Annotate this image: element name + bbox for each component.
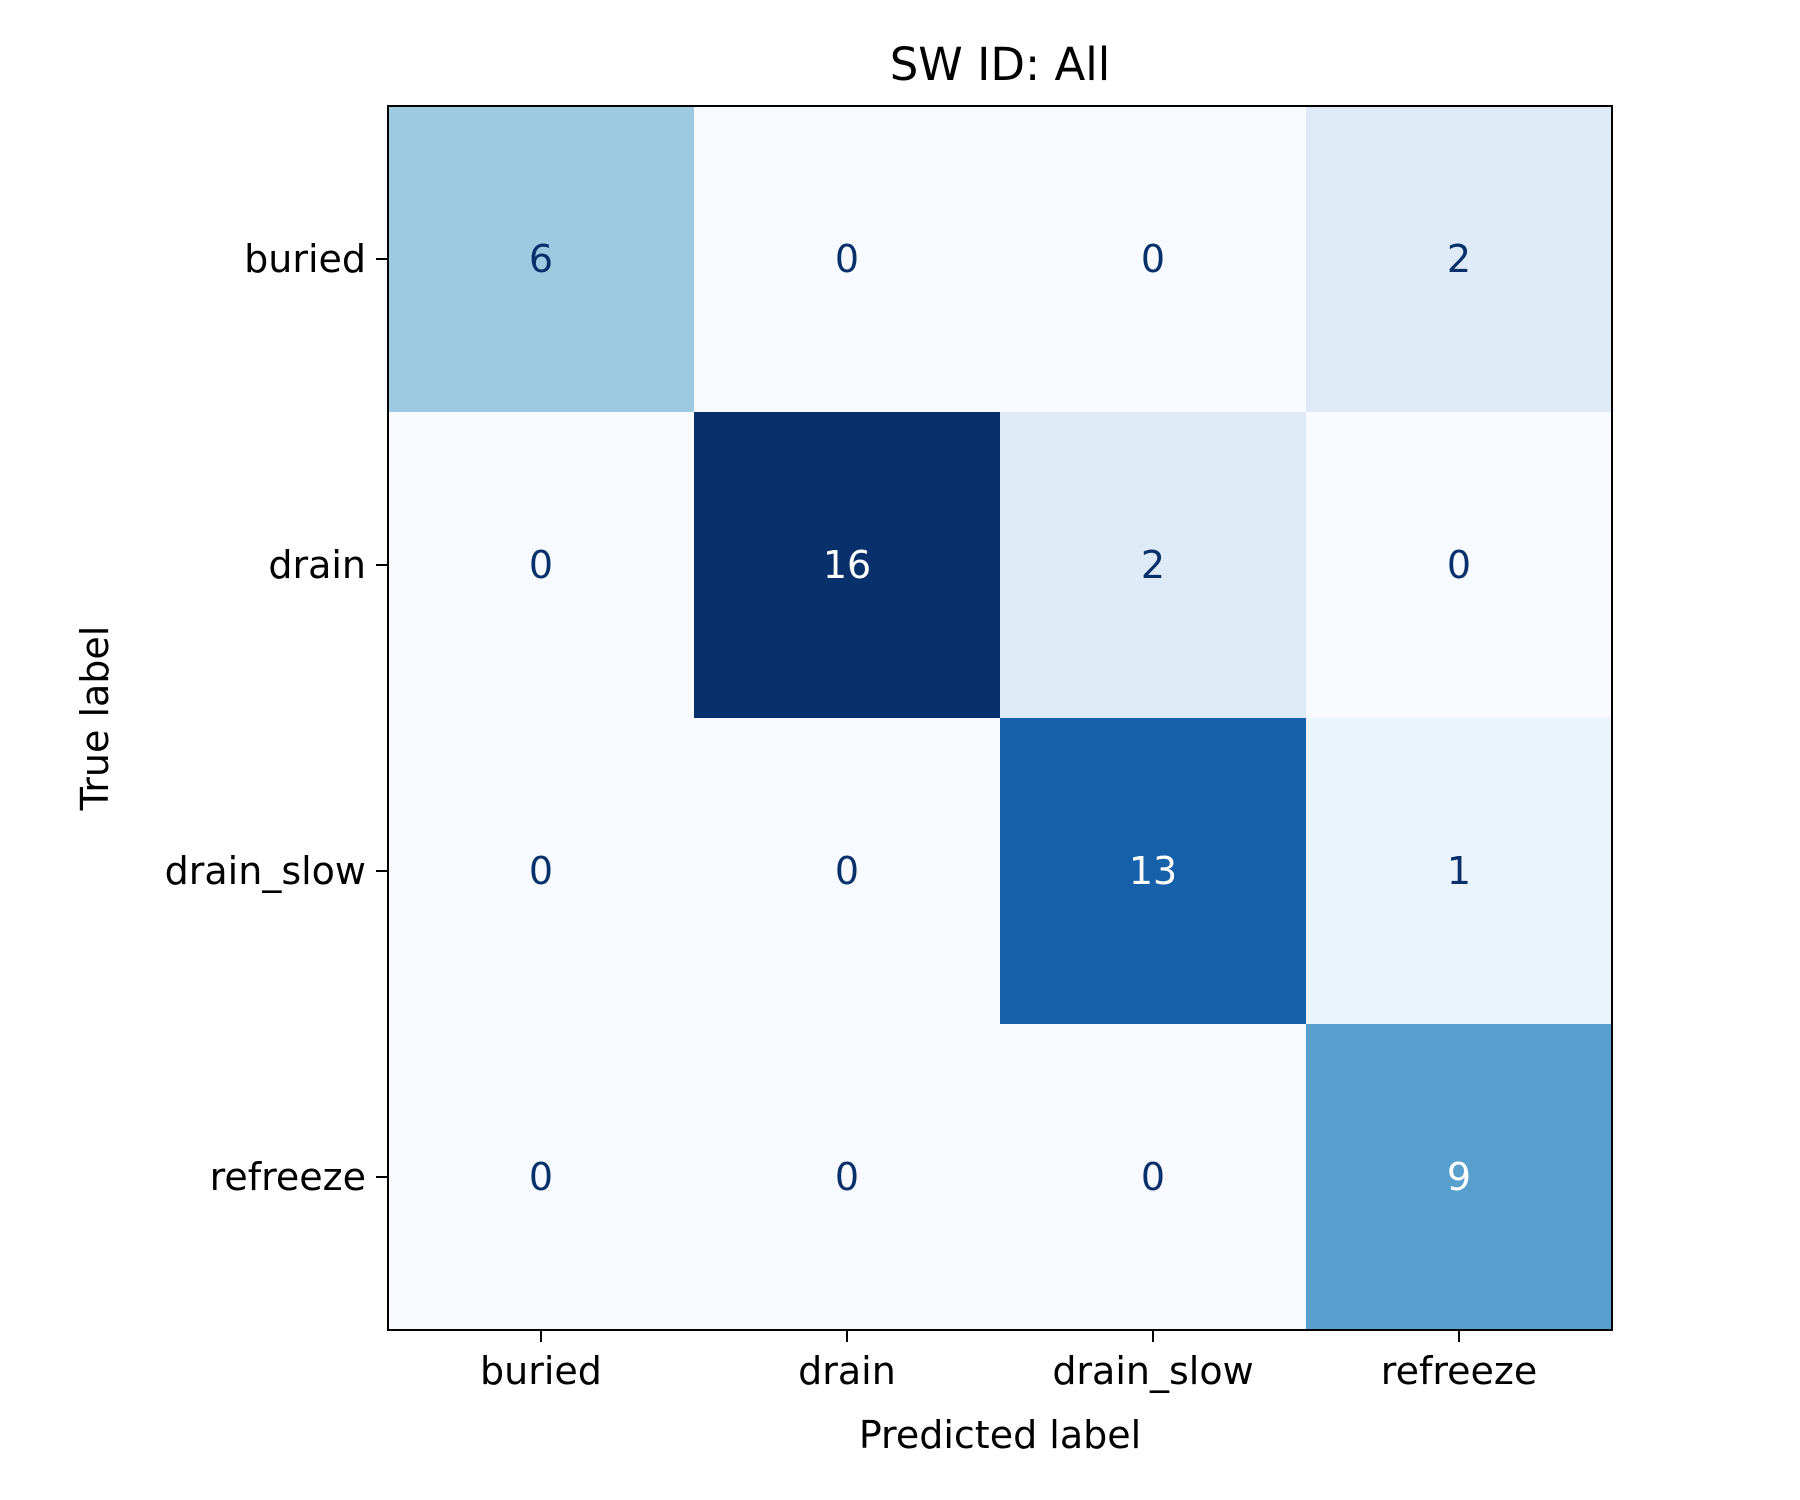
heatmap-cells: [388, 106, 1613, 1331]
x-axis-ticks: buried drain drain_slow refreeze: [480, 1330, 1537, 1393]
x-tick-label: buried: [480, 1349, 602, 1393]
heatmap-cell: [388, 106, 695, 413]
cell-value-label: 0: [1141, 1155, 1165, 1199]
y-tick-label: drain: [268, 543, 366, 587]
cell-value-label: 6: [529, 237, 553, 281]
plot-frame: [387, 105, 1613, 1331]
chart-title: SW ID: All: [890, 38, 1111, 91]
heatmap-cell: [1306, 718, 1613, 1025]
cell-value-label: 0: [529, 543, 553, 587]
heatmap-cell: [1306, 412, 1613, 719]
heatmap-cell: [694, 1024, 1001, 1331]
heatmap-cell: [1000, 106, 1307, 413]
cell-value-label: 0: [835, 849, 859, 893]
heatmap-cell: [694, 718, 1001, 1025]
heatmap-cell: [1000, 718, 1307, 1025]
heatmap-cell: [388, 718, 695, 1025]
heatmap-cell: [694, 106, 1001, 413]
y-axis-title: True label: [73, 626, 117, 812]
heatmap-cell: [1000, 412, 1307, 719]
cell-value-label: 0: [1141, 237, 1165, 281]
cell-value-label: 0: [529, 849, 553, 893]
cell-value-label: 9: [1447, 1155, 1471, 1199]
y-tick-label: refreeze: [210, 1155, 366, 1199]
x-axis-title: Predicted label: [859, 1413, 1141, 1457]
cell-value-label: 0: [835, 237, 859, 281]
heatmap-cell: [1000, 1024, 1307, 1331]
x-tick-label: refreeze: [1381, 1349, 1537, 1393]
heatmap-cell-labels: 6 0 0 2 0 16 2 0 0 0 13 1 0 0 0 9: [529, 237, 1471, 1199]
x-tick-label: drain: [798, 1349, 896, 1393]
cell-value-label: 13: [1129, 849, 1177, 893]
heatmap-cell: [694, 412, 1001, 719]
cell-value-label: 2: [1141, 543, 1165, 587]
cell-value-label: 0: [529, 1155, 553, 1199]
y-axis-ticks: buried drain drain_slow refreeze: [165, 237, 388, 1199]
heatmap-cell: [1306, 1024, 1613, 1331]
heatmap-cell: [1306, 106, 1613, 413]
cell-value-label: 1: [1447, 849, 1471, 893]
cell-value-label: 16: [823, 543, 871, 587]
y-tick-label: buried: [244, 237, 366, 281]
x-tick-label: drain_slow: [1052, 1349, 1253, 1393]
heatmap-cell: [388, 412, 695, 719]
cell-value-label: 0: [1447, 543, 1471, 587]
y-tick-label: drain_slow: [165, 849, 366, 893]
cell-value-label: 0: [835, 1155, 859, 1199]
cell-value-label: 2: [1447, 237, 1471, 281]
heatmap-cell: [388, 1024, 695, 1331]
